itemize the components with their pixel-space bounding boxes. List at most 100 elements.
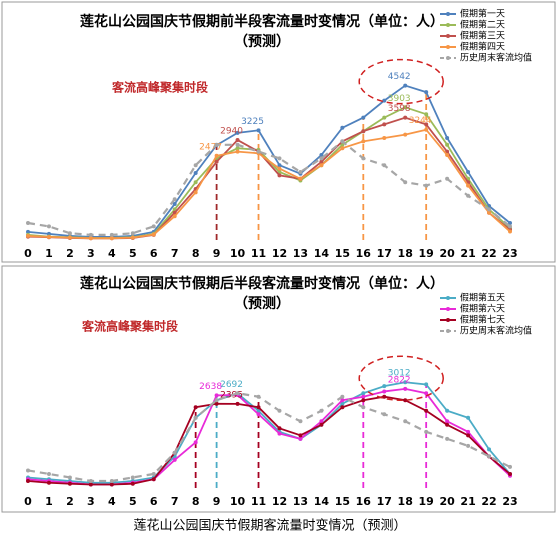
data-point — [172, 450, 177, 455]
x-tick-label: 9 — [213, 495, 221, 508]
legend-marker — [446, 296, 450, 300]
data-point — [403, 105, 408, 110]
legend-label: 假期第四天 — [460, 41, 505, 53]
data-point — [508, 229, 512, 234]
data-point — [235, 146, 240, 151]
data-point — [361, 139, 366, 144]
data-point — [445, 153, 450, 157]
series-line — [27, 139, 511, 236]
data-point — [26, 478, 30, 483]
series-line — [27, 84, 511, 238]
data-point — [382, 384, 387, 389]
x-tick-label: 23 — [502, 495, 517, 508]
data-point — [193, 190, 198, 195]
data-point — [214, 153, 219, 158]
x-tick-label: 16 — [356, 247, 372, 260]
data-point — [445, 142, 450, 147]
data-point — [382, 412, 387, 417]
series-line — [27, 395, 511, 486]
chart-subtitle: （预测） — [234, 33, 290, 50]
data-point — [130, 235, 135, 240]
data-point — [193, 180, 198, 185]
chart-subtitle: （预测） — [234, 295, 290, 312]
legend-label: 假期第五天 — [460, 292, 505, 304]
x-tick-label: 12 — [272, 495, 287, 508]
data-point — [26, 221, 30, 225]
data-point — [256, 394, 261, 399]
legend-marker — [446, 329, 450, 333]
data-point — [487, 207, 492, 212]
data-point — [382, 389, 387, 394]
data-point — [445, 176, 450, 181]
data-point — [403, 180, 408, 185]
x-tick-label: 5 — [129, 247, 137, 260]
legend-marker — [446, 56, 450, 60]
data-point — [151, 471, 156, 476]
data-point — [382, 394, 387, 399]
data-point — [235, 149, 240, 154]
x-tick-label: 19 — [419, 247, 434, 260]
data-point — [403, 419, 408, 424]
x-tick-label: 4 — [108, 247, 116, 260]
data-point — [340, 139, 345, 144]
data-point — [277, 426, 282, 431]
x-tick-label: 5 — [129, 495, 137, 508]
data-point — [277, 431, 282, 436]
data-point — [235, 391, 240, 396]
data-label: 2940 — [220, 127, 243, 137]
chart-title: 莲花山公园国庆节假期前半段客流量时变情况（单位：人） — [80, 13, 444, 30]
x-tick-label: 15 — [335, 495, 350, 508]
x-tick-label: 4 — [108, 495, 116, 508]
data-point — [67, 481, 72, 486]
data-point — [424, 429, 429, 434]
data-point — [214, 142, 219, 147]
data-point — [67, 235, 72, 240]
data-point — [109, 236, 114, 241]
data-point — [26, 229, 30, 234]
x-tick-label: 1 — [45, 495, 53, 508]
data-point — [319, 163, 324, 168]
data-point — [88, 232, 93, 237]
data-point — [109, 482, 114, 487]
x-tick-label: 7 — [171, 247, 179, 260]
data-point — [319, 153, 324, 157]
x-tick-label: 17 — [377, 495, 392, 508]
x-tick-label: 10 — [230, 247, 246, 260]
series-line — [27, 106, 511, 239]
data-point — [403, 132, 408, 137]
x-tick-label: 13 — [293, 495, 308, 508]
data-label: 3244 — [409, 116, 432, 126]
data-point — [172, 197, 177, 202]
data-point — [466, 429, 471, 434]
data-point — [424, 183, 429, 188]
x-tick-label: 22 — [481, 495, 496, 508]
x-tick-label: 3 — [87, 495, 95, 508]
peak-ellipse — [358, 58, 444, 105]
data-point — [88, 478, 93, 483]
data-point — [361, 405, 366, 410]
x-tick-label: 17 — [377, 247, 392, 260]
legend-label: 假期第七天 — [460, 314, 505, 326]
data-point — [256, 408, 261, 413]
data-point — [466, 170, 471, 174]
data-point — [277, 173, 282, 178]
data-point — [445, 436, 450, 441]
data-point — [193, 163, 198, 168]
data-point — [508, 464, 512, 469]
data-point — [46, 234, 51, 239]
data-point — [67, 475, 72, 480]
data-point — [340, 401, 345, 406]
data-point — [193, 171, 198, 176]
annotation: 客流高峰聚集时段 — [81, 319, 179, 334]
data-point — [235, 401, 240, 406]
data-point — [424, 391, 429, 396]
legend-label: 历史周末客流均值 — [460, 325, 532, 337]
data-point — [235, 142, 240, 147]
data-point — [214, 393, 219, 398]
data-point — [26, 468, 30, 473]
data-point — [424, 122, 429, 127]
data-point — [340, 146, 345, 151]
data-point — [466, 443, 471, 448]
x-tick-label: 13 — [293, 247, 308, 260]
data-point — [340, 405, 345, 410]
